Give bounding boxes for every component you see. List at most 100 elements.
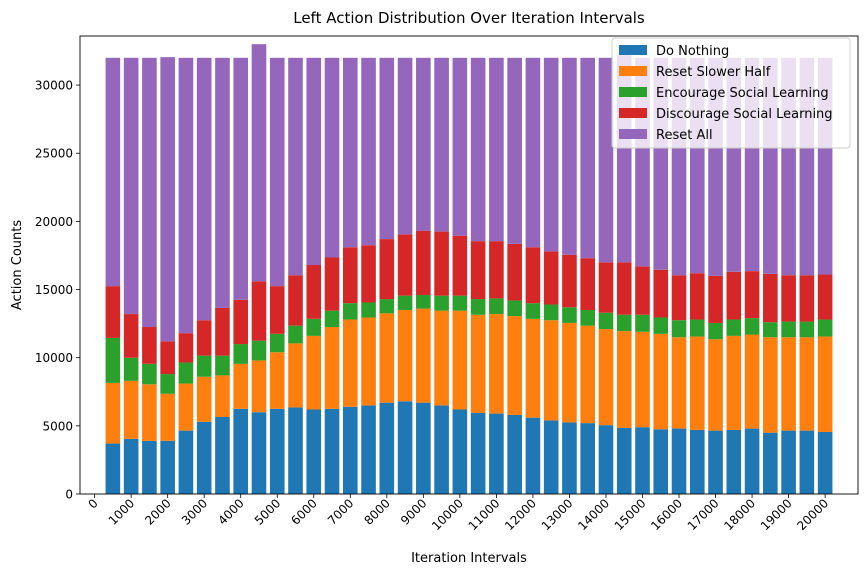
- bar-discourage-social-learning: [178, 333, 194, 363]
- bar-discourage-social-learning: [379, 239, 395, 300]
- bar-reset-all: [251, 44, 267, 282]
- bar-do-nothing: [215, 416, 230, 494]
- bars: [105, 44, 833, 494]
- bar-encourage-social-learning: [269, 333, 285, 353]
- bar-encourage-social-learning: [781, 321, 796, 338]
- bar-reset-slower-half: [397, 309, 413, 402]
- bar-encourage-social-learning: [744, 318, 760, 335]
- bar-do-nothing: [452, 409, 468, 494]
- bar-do-nothing: [562, 422, 577, 494]
- bar-reset-all: [416, 57, 431, 231]
- bar-reset-slower-half: [616, 331, 632, 428]
- bar-discourage-social-learning: [269, 286, 285, 334]
- bar-discourage-social-learning: [306, 265, 322, 319]
- bar-do-nothing: [781, 430, 796, 494]
- bar-reset-slower-half: [689, 336, 705, 430]
- x-tick-label: 5000: [252, 496, 283, 527]
- bar-reset-all: [342, 57, 358, 248]
- bar-do-nothing: [635, 427, 650, 494]
- bar-reset-slower-half: [817, 336, 833, 432]
- bar-discourage-social-learning: [452, 235, 468, 296]
- bar-discourage-social-learning: [708, 275, 723, 323]
- bar-do-nothing: [689, 429, 705, 494]
- bar-encourage-social-learning: [251, 340, 267, 361]
- bar-discourage-social-learning: [361, 245, 376, 303]
- x-axis-label: Iteration Intervals: [411, 551, 527, 566]
- bar-encourage-social-learning: [288, 325, 303, 344]
- x-tick-label: 17000: [685, 496, 722, 533]
- x-tick-label: 9000: [398, 496, 429, 527]
- y-tick-label: 20000: [35, 215, 73, 229]
- x-tick-label: 2000: [142, 496, 173, 527]
- bar-reset-slower-half: [215, 375, 230, 417]
- bar-encourage-social-learning: [160, 374, 175, 394]
- bar-encourage-social-learning: [434, 295, 449, 311]
- bar-reset-all: [361, 57, 376, 246]
- bar-encourage-social-learning: [543, 304, 559, 321]
- bar-do-nothing: [251, 412, 267, 494]
- bar-reset-all: [470, 57, 486, 242]
- bar-discourage-social-learning: [342, 247, 358, 304]
- bar-reset-slower-half: [178, 383, 194, 431]
- bar-reset-slower-half: [525, 318, 541, 418]
- bar-encourage-social-learning: [799, 321, 815, 338]
- bar-reset-slower-half: [781, 337, 796, 431]
- bar-reset-all: [160, 57, 175, 342]
- bar-discourage-social-learning: [489, 241, 504, 299]
- bar-encourage-social-learning: [726, 319, 742, 336]
- bar-reset-slower-half: [580, 325, 596, 424]
- bar-reset-slower-half: [470, 314, 486, 413]
- legend-swatch: [619, 129, 647, 139]
- bar-reset-slower-half: [379, 313, 395, 403]
- bar-discourage-social-learning: [598, 262, 614, 313]
- bar-discourage-social-learning: [543, 251, 559, 305]
- bar-reset-slower-half: [763, 337, 778, 433]
- bar-encourage-social-learning: [178, 362, 194, 384]
- bar-discourage-social-learning: [233, 299, 249, 345]
- bar-encourage-social-learning: [215, 355, 230, 376]
- legend-label: Reset All: [656, 128, 713, 143]
- bar-reset-slower-half: [361, 317, 376, 406]
- bar-reset-slower-half: [708, 339, 723, 431]
- x-tick-label: 4000: [215, 496, 246, 527]
- bar-do-nothing: [361, 405, 376, 494]
- bar-do-nothing: [306, 409, 322, 494]
- bar-encourage-social-learning: [708, 322, 723, 340]
- x-tick-label: 10000: [429, 496, 466, 533]
- legend: Do Nothing Reset Slower Half Encourage Soc…: [611, 37, 851, 149]
- bar-reset-slower-half: [324, 327, 340, 409]
- x-tick-label: 16000: [648, 496, 685, 533]
- bar-reset-all: [288, 57, 303, 276]
- bar-reset-slower-half: [306, 335, 322, 410]
- bar-encourage-social-learning: [416, 294, 431, 309]
- bar-encourage-social-learning: [233, 344, 249, 364]
- bar-encourage-social-learning: [525, 303, 541, 319]
- bar-reset-slower-half: [233, 363, 249, 409]
- bar-reset-slower-half: [142, 384, 157, 441]
- bar-do-nothing: [434, 405, 449, 494]
- bar-do-nothing: [342, 406, 358, 494]
- bar-reset-all: [105, 57, 121, 287]
- bar-do-nothing: [196, 421, 212, 494]
- bar-discourage-social-learning: [160, 341, 175, 375]
- bar-discourage-social-learning: [653, 269, 669, 318]
- bar-do-nothing: [324, 408, 340, 494]
- bar-do-nothing: [470, 412, 486, 494]
- bar-encourage-social-learning: [671, 320, 687, 338]
- y-axis-label: Action Counts: [10, 220, 25, 310]
- bar-discourage-social-learning: [288, 275, 303, 326]
- bar-reset-slower-half: [744, 334, 760, 429]
- plot-frame: [79, 35, 859, 495]
- legend-swatch: [619, 108, 647, 118]
- bar-discourage-social-learning: [817, 274, 833, 320]
- x-tick-label: 13000: [539, 496, 576, 533]
- bar-reset-slower-half: [434, 310, 449, 406]
- bar-do-nothing: [817, 431, 833, 494]
- bar-discourage-social-learning: [781, 275, 796, 322]
- legend-swatch: [619, 45, 647, 55]
- bar-do-nothing: [397, 401, 413, 494]
- bar-reset-slower-half: [598, 329, 614, 426]
- bar-discourage-social-learning: [726, 271, 742, 320]
- bar-reset-slower-half: [452, 310, 468, 410]
- bar-reset-all: [543, 57, 559, 252]
